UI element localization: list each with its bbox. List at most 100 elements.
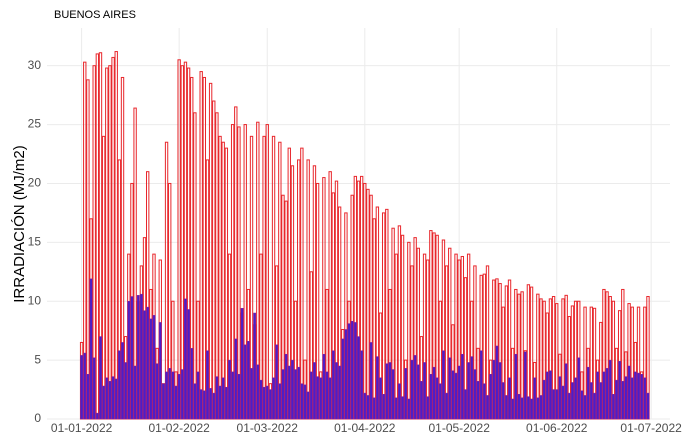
bar [171, 371, 175, 420]
bar [180, 369, 184, 420]
bar [335, 362, 338, 420]
bar [580, 390, 584, 420]
bar [161, 383, 165, 420]
bar [574, 377, 578, 420]
bar [426, 396, 430, 420]
bar [476, 381, 480, 420]
bar [313, 362, 316, 420]
bar [464, 389, 467, 420]
bar [486, 395, 489, 420]
bar [501, 382, 505, 420]
bar [539, 395, 543, 420]
bar [231, 371, 235, 420]
bar [435, 377, 439, 420]
y-tick-label: 25 [28, 117, 42, 131]
bar [294, 369, 298, 420]
bar [341, 338, 345, 420]
bar [290, 359, 294, 420]
bar [536, 397, 540, 420]
bar [633, 371, 637, 420]
bar [571, 382, 574, 420]
bar [300, 383, 304, 420]
bar [262, 386, 266, 420]
bar [627, 365, 631, 420]
bar [567, 392, 571, 420]
bar [360, 350, 364, 420]
bar [328, 377, 332, 420]
bar [218, 135, 222, 420]
bar [467, 362, 471, 420]
bar [319, 377, 323, 420]
bar [615, 379, 618, 420]
x-tick-label: 01-03-2022 [237, 421, 299, 435]
bar [212, 100, 216, 420]
bar [177, 373, 181, 420]
bar [284, 353, 288, 420]
bar [209, 388, 213, 420]
bar [224, 147, 229, 420]
bar [253, 312, 257, 420]
bar [394, 253, 398, 420]
bar [372, 397, 376, 420]
bar [246, 341, 250, 420]
bar [199, 71, 203, 420]
bar [586, 366, 590, 420]
bar [413, 355, 417, 420]
bar [372, 218, 376, 420]
bar [564, 363, 568, 420]
bar [184, 298, 187, 420]
bar [114, 378, 118, 420]
bar [400, 234, 405, 420]
x-tick-label: 01-04-2022 [334, 421, 396, 435]
bar [331, 350, 335, 420]
bar [99, 336, 102, 420]
bar [520, 397, 524, 420]
bar [353, 322, 357, 420]
bar [262, 135, 266, 420]
bar [86, 79, 90, 420]
bar [423, 362, 427, 420]
bar [208, 82, 213, 420]
bar [375, 356, 379, 420]
bar [322, 353, 326, 420]
bar [155, 363, 159, 420]
bar [419, 381, 423, 420]
bar [95, 412, 99, 420]
bar [92, 357, 96, 420]
bar [215, 376, 219, 420]
bar [133, 365, 137, 420]
y-tick-label: 5 [34, 352, 41, 366]
bar [143, 310, 146, 420]
bar [127, 300, 131, 420]
bar [300, 147, 304, 420]
bar [357, 336, 360, 420]
bar [404, 368, 408, 420]
bar [256, 364, 260, 420]
bar [630, 377, 634, 420]
bar [101, 135, 106, 420]
bar [111, 376, 115, 420]
bar [385, 363, 389, 420]
bar [139, 293, 143, 420]
bar [193, 112, 197, 420]
y-tick-label: 30 [28, 58, 42, 72]
bar [95, 53, 100, 420]
bar [228, 359, 231, 420]
bar [618, 361, 622, 420]
bar [121, 342, 124, 420]
bar [114, 51, 118, 420]
y-tick-label: 0 [34, 411, 41, 425]
bar [281, 369, 285, 420]
bar [108, 381, 112, 420]
bar [555, 389, 559, 420]
bar [379, 377, 382, 420]
bar [206, 350, 209, 420]
bar [193, 383, 197, 420]
bar [429, 373, 433, 420]
bar [549, 370, 552, 420]
bar [596, 371, 600, 420]
bar [259, 379, 263, 420]
bar [117, 350, 121, 420]
bar [410, 359, 414, 420]
bar [199, 389, 203, 420]
